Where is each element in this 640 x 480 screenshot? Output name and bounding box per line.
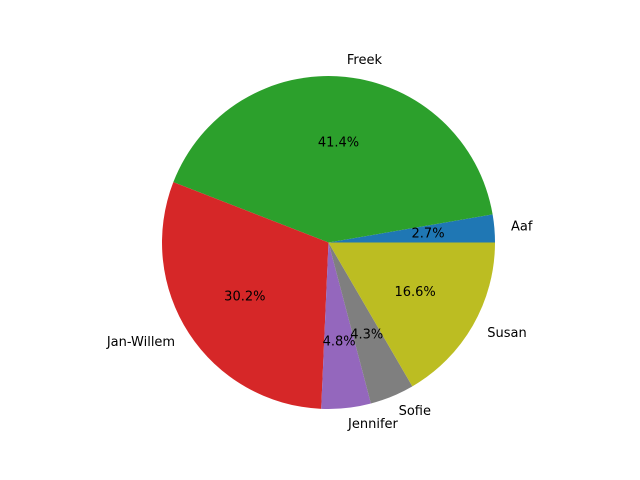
- pie-slice-freek: [173, 75, 493, 243]
- pie-pct-label: 4.8%: [323, 334, 356, 349]
- pie-slice-jennifer: [321, 242, 371, 410]
- pie-pct-label: 2.7%: [412, 227, 445, 242]
- pie-pct-label: 16.6%: [394, 285, 435, 300]
- pie-slice-aaf: [328, 214, 495, 243]
- pie-category-label: Susan: [487, 326, 526, 341]
- pie-slice-jan-willem: [161, 182, 329, 409]
- pie-slice-sofie: [328, 242, 413, 404]
- pie-pct-label: 30.2%: [224, 290, 265, 305]
- pie-category-label: Aaf: [511, 219, 533, 234]
- pie-category-label: Sofie: [399, 404, 431, 419]
- pie-category-label: Jennifer: [347, 417, 398, 432]
- pie-pct-label: 4.3%: [350, 327, 383, 342]
- pie-pct-label: 41.4%: [318, 136, 359, 151]
- pie-category-label: Freek: [347, 53, 383, 68]
- pie-slice-susan: [328, 242, 495, 387]
- pie-category-label: Jan-Willem: [106, 335, 175, 350]
- labels-layer: 2.7% Aaf 41.4% Freek 30.2% Jan-Willem 4.8% Jenn…: [106, 53, 533, 432]
- slices-layer: [161, 75, 495, 410]
